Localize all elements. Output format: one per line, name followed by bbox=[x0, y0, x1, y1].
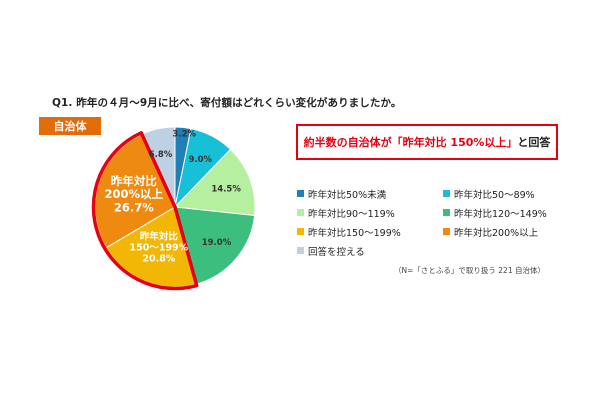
question-text: Q1. 昨年の４月～9月に比べ、寄付額はどれくらい変化がありましたか。 bbox=[52, 97, 402, 109]
legend-item: 昨年対比120～149% bbox=[443, 206, 583, 220]
legend-label: 昨年対比50～89% bbox=[454, 189, 535, 201]
slice-label-5: 昨年対比 150～199% 20.8% bbox=[130, 230, 189, 264]
legend-item: 昨年対比200%以上 bbox=[443, 225, 583, 239]
highlight-outline bbox=[91, 131, 199, 291]
legend-item: 昨年対比150～199% bbox=[297, 225, 443, 239]
slice-label-3: 14.5% bbox=[211, 184, 241, 194]
legend-label: 昨年対比90～119% bbox=[308, 208, 395, 220]
legend-label: 昨年対比200%以上 bbox=[454, 227, 539, 239]
legend-label: 回答を控える bbox=[308, 246, 365, 258]
legend-item: 回答を控える bbox=[297, 244, 443, 258]
slice-label-1: 3.2% bbox=[172, 129, 196, 139]
slice-label-4: 19.0% bbox=[202, 238, 232, 248]
callout-box: 約半数の自治体が「昨年対比 150%以上」 と回答 bbox=[296, 124, 558, 160]
pie-slice-3 bbox=[173, 148, 256, 217]
slice-label-6: 昨年対比 200%以上 26.7% bbox=[105, 174, 164, 214]
chart-legend: 昨年対比50%未満 昨年対比50～89% 昨年対比90～119% 昨年対比120～14… bbox=[297, 187, 587, 258]
callout-text: と回答 bbox=[517, 136, 551, 149]
legend-swatch bbox=[297, 209, 304, 216]
legend-swatch bbox=[443, 209, 450, 216]
callout-highlight-text: 約半数の自治体が「昨年対比 150%以上」 bbox=[303, 136, 518, 149]
legend-label: 昨年対比50%未満 bbox=[308, 189, 387, 201]
legend-item: 昨年対比50～89% bbox=[443, 187, 583, 201]
pie-chart: 3.2% 9.0% 14.5% 19.0% 昨年対比 150～199% 20.8% 昨年対比 2… bbox=[91, 126, 256, 291]
legend-swatch bbox=[443, 190, 450, 197]
legend-label: 昨年対比120～149% bbox=[454, 208, 547, 220]
legend-label: 昨年対比150～199% bbox=[308, 227, 401, 239]
pie-slice-4 bbox=[174, 206, 256, 285]
category-tag: 自治体 bbox=[39, 117, 101, 135]
slice-label-7: 6.8% bbox=[149, 150, 173, 160]
legend-item: 昨年対比50%未満 bbox=[297, 187, 443, 201]
legend-swatch bbox=[297, 190, 304, 197]
legend-item: 昨年対比90～119% bbox=[297, 206, 443, 220]
legend-swatch bbox=[297, 247, 304, 254]
legend-swatch bbox=[443, 228, 450, 235]
slice-label-2: 9.0% bbox=[189, 155, 213, 165]
legend-swatch bbox=[297, 228, 304, 235]
sample-note: （N=「さとふる」で取り扱う 221 自治体） bbox=[394, 266, 545, 275]
